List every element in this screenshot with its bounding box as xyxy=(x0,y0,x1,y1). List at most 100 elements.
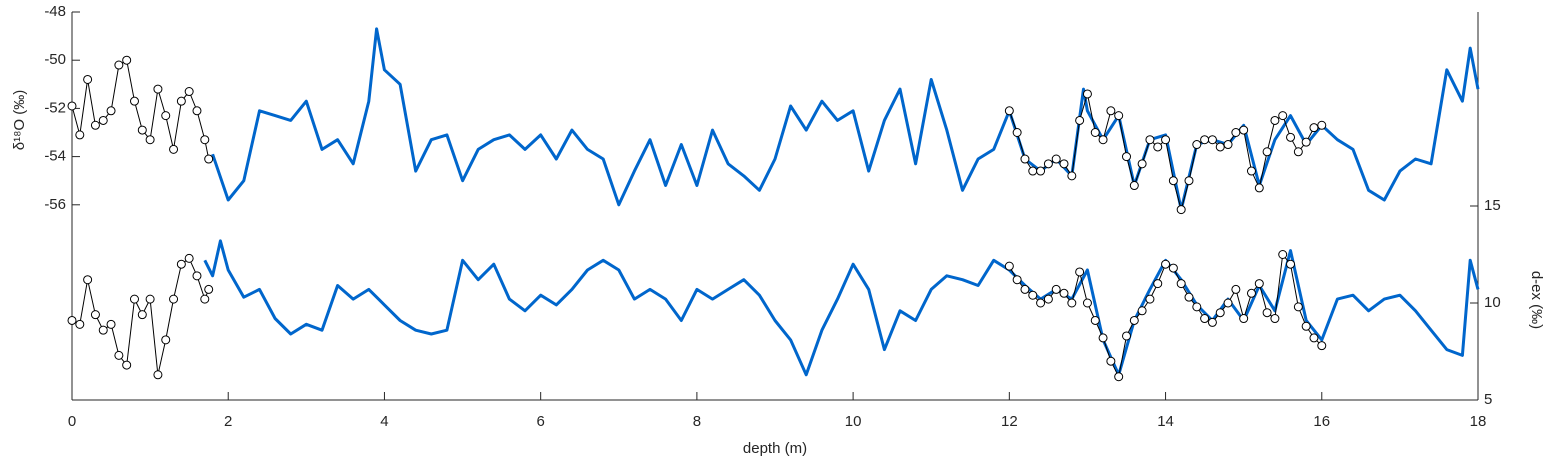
data-point xyxy=(106,319,116,329)
data-point xyxy=(1207,135,1217,145)
data-point xyxy=(114,350,124,360)
data-point xyxy=(1036,166,1046,176)
data-point xyxy=(1192,140,1202,150)
data-point xyxy=(1223,298,1233,308)
data-point xyxy=(1161,135,1171,145)
x-tick-label: 18 xyxy=(1470,413,1487,430)
data-point xyxy=(204,284,214,294)
x-tick-label: 16 xyxy=(1313,413,1330,430)
x-axis-label: depth (m) xyxy=(743,440,807,457)
data-point xyxy=(1262,308,1272,318)
data-point xyxy=(145,294,155,304)
data-point xyxy=(1020,154,1030,164)
data-point xyxy=(1184,292,1194,302)
data-point xyxy=(1153,142,1163,152)
data-point xyxy=(1122,152,1131,162)
data-point xyxy=(1153,279,1163,289)
data-point xyxy=(1176,205,1186,215)
data-point xyxy=(122,360,132,370)
data-point xyxy=(1254,183,1264,193)
data-point xyxy=(1145,135,1155,145)
data-point xyxy=(1114,111,1124,121)
data-point xyxy=(1286,132,1296,142)
y-tick-label: -56 xyxy=(44,196,66,213)
data-point xyxy=(200,294,210,304)
data-point xyxy=(1067,298,1077,308)
data-point xyxy=(1270,314,1280,324)
data-point xyxy=(161,335,171,345)
data-point xyxy=(1286,259,1296,269)
data-point xyxy=(1215,142,1225,152)
y-axis-label: δ¹⁸O (‰) xyxy=(11,90,28,151)
data-point xyxy=(83,74,93,84)
data-point xyxy=(1293,147,1303,157)
data-point xyxy=(1200,135,1210,145)
data-point xyxy=(1004,261,1014,271)
data-point xyxy=(129,294,139,304)
data-point xyxy=(1028,290,1038,300)
data-point xyxy=(153,370,163,380)
data-point xyxy=(169,294,179,304)
data-point xyxy=(90,310,100,320)
data-point xyxy=(1114,372,1124,382)
x-tick-label: 10 xyxy=(845,413,862,430)
data-point xyxy=(1215,308,1225,318)
data-point xyxy=(1012,275,1022,285)
data-point xyxy=(106,106,116,116)
data-point xyxy=(192,106,202,116)
data-point xyxy=(1129,181,1139,191)
data-point xyxy=(1239,125,1249,135)
data-point xyxy=(1200,314,1210,324)
data-point xyxy=(1004,106,1014,116)
data-point xyxy=(67,101,77,111)
data-point xyxy=(1059,288,1069,298)
data-point xyxy=(1043,294,1053,304)
data-point xyxy=(1293,302,1303,312)
data-point xyxy=(176,259,186,269)
data-point xyxy=(1278,250,1288,259)
data-point xyxy=(129,96,139,106)
x-tick-label: 14 xyxy=(1157,413,1174,430)
data-point xyxy=(1309,123,1319,133)
data-point xyxy=(1207,317,1217,327)
data-point xyxy=(1231,284,1241,294)
data-point xyxy=(1122,331,1131,341)
data-point xyxy=(90,120,100,130)
data-point xyxy=(1278,111,1288,121)
data-point xyxy=(1020,284,1030,294)
data-point xyxy=(1129,315,1139,325)
data-point xyxy=(122,55,132,65)
data-point xyxy=(1301,137,1311,147)
x-tick-label: 4 xyxy=(380,413,388,430)
data-point xyxy=(1106,106,1116,116)
y-tick-label: -48 xyxy=(44,3,66,20)
data-point xyxy=(1145,294,1155,304)
data-point xyxy=(75,319,85,329)
data-point xyxy=(1231,127,1241,137)
data-point xyxy=(75,130,85,140)
data-point xyxy=(1317,341,1327,351)
data-point xyxy=(1254,279,1264,289)
data-point xyxy=(1137,306,1147,316)
data-point xyxy=(1090,315,1100,325)
data-point xyxy=(176,96,186,106)
y2-axis-label: d-ex (‰) xyxy=(1528,271,1545,329)
y2-tick-label: 15 xyxy=(1484,197,1501,214)
y-tick-label: -54 xyxy=(44,148,66,165)
data-point xyxy=(98,325,108,335)
data-point xyxy=(200,135,210,145)
data-point xyxy=(1075,115,1085,125)
data-point xyxy=(184,87,194,97)
data-point xyxy=(1075,267,1085,277)
data-point xyxy=(114,60,124,70)
y-tick-label: -50 xyxy=(44,51,66,68)
data-point xyxy=(1176,279,1186,289)
data-point xyxy=(1223,140,1233,150)
data-point xyxy=(1067,171,1077,181)
marker-line xyxy=(71,59,210,160)
data-point xyxy=(1137,159,1147,169)
data-point xyxy=(145,135,155,145)
data-point xyxy=(204,154,214,164)
data-point xyxy=(153,84,163,94)
